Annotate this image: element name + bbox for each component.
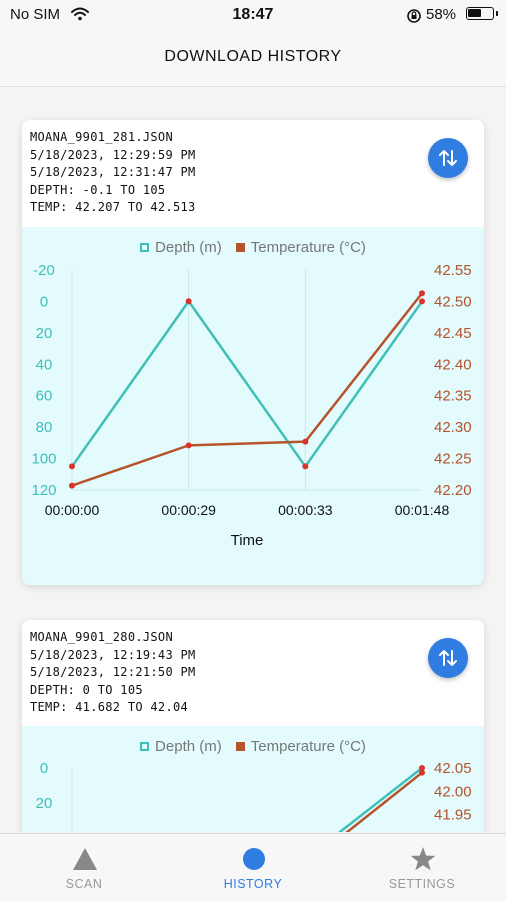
data-point	[419, 765, 425, 771]
end-time: 5/18/2023, 12:31:47 PM	[30, 165, 196, 179]
legend-label: Temperature (°C)	[250, 738, 366, 755]
series-line	[71, 292, 423, 487]
x-tick-label: 00:00:00	[45, 502, 100, 518]
series-line	[70, 300, 424, 468]
legend-item-depth: Depth (m)	[140, 239, 222, 256]
data-point	[69, 463, 75, 470]
chart-legend: Depth (m) Temperature (°C)	[22, 738, 484, 755]
temp-range: TEMP: 41.682 TO 42.04	[30, 700, 189, 714]
start-time: 5/18/2023, 12:29:59 PM	[30, 147, 196, 162]
depth-range: DEPTH: 0 TO 105	[30, 682, 143, 697]
battery-percent: 58%	[426, 6, 457, 23]
series-line	[337, 767, 423, 832]
x-tick-label: 00:00:29	[161, 502, 216, 518]
x-tick-label: 00:00:33	[278, 502, 333, 518]
nav-header: DOWNLOAD HISTORY	[0, 30, 506, 87]
data-point	[419, 769, 425, 776]
wifi-icon	[71, 7, 89, 21]
legend-item-temperature: Temperature (°C)	[235, 239, 366, 256]
legend-label: Temperature (°C)	[250, 239, 366, 256]
x-axis-title: Time	[231, 532, 264, 549]
line-chart: -20 0 20 40 60 80 100 120 42.55 42.50 42.45 42.40 42…	[31, 262, 472, 549]
data-point	[419, 298, 425, 305]
tab-settings[interactable]: SETTINGS	[338, 834, 506, 901]
download-sort-button[interactable]	[428, 638, 468, 678]
y-tick-label-right: 42.35	[434, 388, 472, 405]
data-point	[185, 298, 192, 305]
legend-swatch	[235, 742, 245, 751]
swap-vertical-icon	[439, 150, 457, 166]
tab-history[interactable]: HISTORY	[169, 834, 337, 901]
download-sort-button[interactable]	[428, 138, 468, 178]
legend-swatch	[140, 742, 150, 751]
data-point	[185, 442, 192, 449]
tab-label: SETTINGS	[388, 877, 456, 891]
legend-label: Depth (m)	[155, 738, 222, 755]
history-card[interactable]: MOANA_9901_281.JSON 5/18/2023, 12:29:59 …	[22, 120, 484, 585]
chart-legend: Depth (m) Temperature (°C)	[22, 239, 484, 256]
y-tick-label-right: 42.00	[434, 783, 472, 800]
history-list[interactable]: MOANA_9901_281.JSON 5/18/2023, 12:29:59 …	[0, 87, 506, 832]
tab-label: HISTORY	[223, 877, 283, 891]
y-tick-label-left: 60	[36, 388, 53, 405]
data-point	[69, 482, 75, 489]
legend-swatch	[140, 243, 150, 252]
legend-item-depth: Depth (m)	[140, 738, 222, 755]
file-meta: MOANA_9901_281.JSON 5/18/2023, 12:29:59 …	[30, 129, 196, 217]
end-time: 5/18/2023, 12:21:50 PM	[30, 665, 196, 679]
y-tick-label-right: 42.05	[434, 760, 472, 777]
y-tick-label-left: 40	[36, 356, 53, 373]
file-name: MOANA_9901_280.JSON	[30, 630, 173, 644]
data-point	[419, 290, 425, 297]
swap-vertical-icon	[439, 650, 457, 666]
y-tick-label-right: 42.50	[434, 293, 472, 310]
depth-range: DEPTH: -0.1 TO 105	[30, 182, 166, 197]
file-name: MOANA_9901_281.JSON	[30, 130, 173, 144]
y-tick-label-left: 0	[40, 293, 48, 310]
legend-swatch	[235, 243, 245, 252]
start-time: 5/18/2023, 12:19:43 PM	[30, 647, 196, 662]
chart-area: Depth (m) Temperature (°C) 0 20 42.05 42.00…	[22, 726, 484, 832]
y-tick-label-right: 42.20	[434, 482, 472, 499]
file-meta: MOANA_9901_280.JSON 5/18/2023, 12:19:43 …	[30, 629, 196, 717]
y-tick-label-left: 20	[36, 325, 53, 342]
history-card[interactable]: MOANA_9901_280.JSON 5/18/2023, 12:19:43 …	[22, 620, 484, 832]
star-icon	[410, 847, 436, 871]
x-tick-label: 00:01:48	[395, 502, 450, 518]
tab-bar: SCAN HISTORY SETTINGS	[0, 833, 506, 901]
circle-icon	[243, 848, 265, 870]
legend-label: Depth (m)	[155, 239, 222, 256]
y-tick-label-right: 42.45	[434, 325, 472, 342]
y-tick-label-left: 120	[31, 482, 56, 499]
carrier-label: No SIM	[10, 6, 61, 23]
y-tick-label-left: 20	[36, 795, 53, 812]
data-point	[302, 463, 309, 470]
y-tick-label-right: 42.55	[434, 262, 472, 279]
y-tick-label-right: 42.40	[434, 356, 472, 373]
line-chart: 0 20 42.05 42.00 41.95	[36, 760, 472, 832]
triangle-icon	[73, 848, 97, 870]
rotation-lock-icon	[407, 9, 421, 23]
temp-range: TEMP: 42.207 TO 42.513	[30, 200, 196, 214]
y-tick-label-right: 42.30	[434, 419, 472, 436]
tab-label: SCAN	[65, 877, 103, 891]
status-bar: No SIM 18:47 58%	[0, 0, 506, 30]
series-line	[345, 771, 423, 832]
legend-item-temperature: Temperature (°C)	[235, 738, 366, 755]
chart-area: Depth (m) Temperature (°C) -20 0 20 40 60 80 1…	[22, 227, 484, 585]
y-tick-label-right: 42.25	[434, 451, 472, 468]
data-point	[302, 438, 309, 445]
y-tick-label-left: 80	[36, 419, 53, 436]
battery-icon	[466, 7, 498, 20]
y-tick-label-left: 100	[31, 451, 56, 468]
clock: 18:47	[232, 6, 274, 23]
y-tick-label-left: -20	[33, 262, 55, 279]
tab-scan[interactable]: SCAN	[0, 834, 168, 901]
page-title: DOWNLOAD HISTORY	[164, 48, 342, 65]
y-tick-label-right: 41.95	[434, 807, 472, 824]
y-tick-label-left: 0	[40, 760, 48, 777]
